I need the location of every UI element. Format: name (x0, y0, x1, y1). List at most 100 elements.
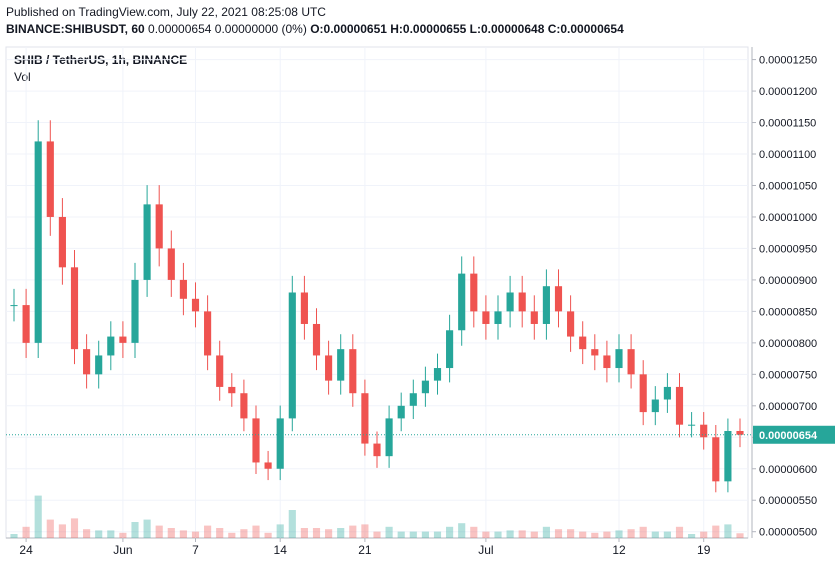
volume-bar (409, 531, 417, 538)
candle-body (506, 292, 514, 312)
volume-bar (240, 529, 248, 538)
volume-bar (506, 530, 514, 538)
candle-body (46, 141, 54, 217)
chart-grid (5, 46, 753, 539)
candle-body (530, 311, 538, 324)
time-tick-label: 24 (19, 543, 33, 557)
time-axis: 24 Jun 7 14 21 Jul 12 19 (19, 538, 711, 557)
volume-bar (300, 528, 308, 538)
price-tick-label: 0.00000750 (759, 369, 817, 381)
volume-bar (470, 526, 478, 538)
candle-body (240, 393, 248, 419)
candle-body (22, 305, 30, 343)
candle-body (554, 286, 563, 312)
volume-bar (554, 529, 563, 538)
volume-bar (83, 529, 91, 538)
candle-body (458, 273, 466, 331)
volume-bar (651, 531, 659, 538)
volume-bar (70, 518, 79, 538)
candle-body (95, 355, 103, 375)
candle-body (518, 292, 526, 312)
candle-body (603, 355, 611, 369)
candle-body (639, 374, 647, 413)
price-tick-label: 0.00001100 (759, 149, 816, 161)
candle-body (700, 424, 708, 438)
volume-bar (155, 525, 163, 538)
candle-body (579, 336, 587, 350)
candle-body (179, 279, 187, 299)
candle-body (567, 311, 575, 337)
volume-bar (191, 531, 200, 538)
last-price-label: 0.00000654 (759, 430, 818, 442)
candle-body (615, 349, 623, 369)
volume-bar (58, 524, 66, 538)
volume-bar (46, 519, 54, 538)
volume-bar (276, 524, 284, 538)
candlestick-series (10, 120, 744, 493)
candle-body (724, 430, 732, 482)
volume-bar (349, 525, 357, 538)
time-tick-label: 12 (612, 543, 626, 557)
candle-body (312, 323, 321, 356)
candle-body (446, 330, 454, 369)
volume-bar (603, 531, 611, 538)
price-tick-label: 0.00001000 (759, 212, 817, 224)
price-tick-label: 0.00001250 (759, 55, 817, 67)
volume-bar (385, 526, 393, 538)
candle-body (433, 368, 442, 381)
volume-bar (95, 530, 103, 538)
price-tick-label: 0.00001050 (759, 180, 817, 192)
ohlc-values: O:0.00000651 H:0.00000655 L:0.00000648 C… (310, 22, 624, 36)
volume-bar (10, 534, 18, 538)
candle-body (663, 386, 671, 400)
volume-bar (700, 531, 708, 538)
last-price-badge (753, 425, 835, 444)
volume-bar (736, 533, 744, 538)
candle-body (409, 393, 417, 406)
time-tick-label: 21 (358, 543, 372, 557)
candle-body (421, 380, 429, 394)
candle-body (119, 336, 127, 343)
candle-body (651, 399, 659, 413)
volume-bar (107, 530, 115, 538)
candle-body (591, 349, 599, 356)
time-tick-label: 19 (697, 543, 711, 557)
candle-body (288, 292, 296, 419)
candle-body (736, 430, 744, 435)
price-tick-label: 0.00000600 (759, 464, 817, 476)
volume-bar (458, 523, 466, 538)
candle-body (325, 355, 333, 381)
candle-body (482, 311, 490, 324)
candle-body (627, 349, 635, 375)
volume-bar (34, 495, 42, 538)
candle-body (167, 248, 175, 280)
volume-bar (397, 531, 405, 538)
volume-bar (252, 525, 260, 538)
price-tick-label: 0.00001150 (759, 118, 816, 130)
candle-body (470, 273, 478, 312)
price-tick-label: 0.00000900 (759, 275, 817, 287)
candle-body (107, 336, 115, 356)
volume-bar (373, 531, 381, 538)
candle-body (34, 141, 42, 343)
volume-bar (688, 534, 696, 538)
price-tick-label: 0.00000550 (759, 495, 817, 507)
time-tick-label: Jul (478, 543, 493, 557)
candle-body (542, 286, 550, 324)
volume-bar (627, 529, 635, 538)
volume-bar (542, 526, 550, 538)
volume-bar (712, 525, 720, 538)
price-tick-label: 0.00000500 (759, 527, 817, 539)
volume-bar (288, 510, 296, 538)
price-change: 0.00000654 0.00000000 (0%) (148, 22, 307, 36)
price-tick-label: 0.00000800 (759, 338, 817, 350)
volume-bar (228, 532, 236, 538)
candle-body (264, 462, 272, 469)
published-info: Published on TradingView.com, July 22, 2… (6, 5, 326, 19)
volume-bar (615, 530, 623, 538)
price-tick-label: 0.00001200 (759, 86, 817, 98)
volume-bars (10, 495, 744, 538)
volume-bar (530, 531, 538, 538)
candle-body (155, 204, 163, 249)
